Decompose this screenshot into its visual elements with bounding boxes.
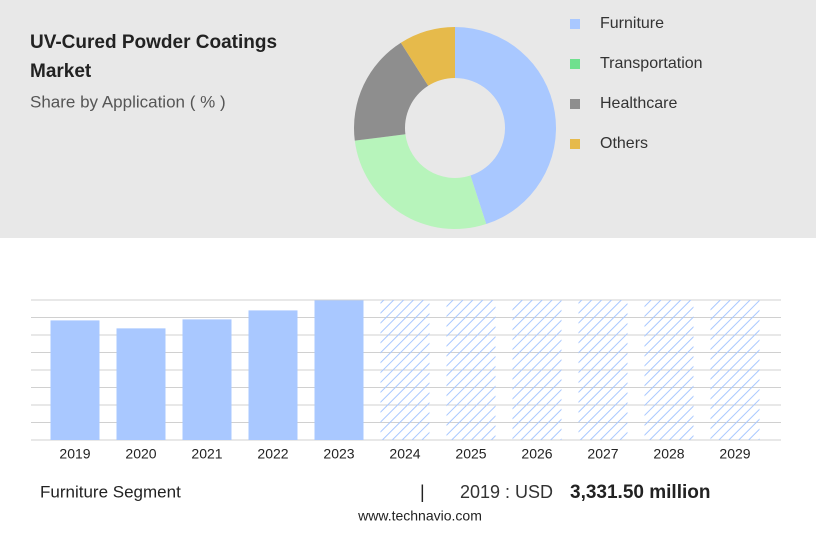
x-tick-label: 2022 (257, 446, 288, 462)
forecast-placeholder (446, 300, 496, 440)
legend: Furniture Transportation Healthcare Others (570, 15, 703, 152)
forecast-placeholder (512, 300, 562, 440)
x-tick-label: 2029 (719, 446, 750, 462)
legend-swatch (570, 19, 580, 29)
legend-swatch (570, 99, 580, 109)
bar (182, 319, 232, 440)
footer-value: 3,331.50 million (570, 482, 710, 503)
chart-title: UV-Cured Powder Coatings Market (30, 32, 277, 82)
forecast-placeholder (710, 300, 760, 440)
chart-subtitle: Share by Application ( % ) (30, 92, 226, 111)
donut-slice (354, 42, 429, 141)
donut-slice (400, 27, 455, 86)
legend-label: Healthcare (600, 95, 677, 112)
x-tick-label: 2019 (59, 446, 90, 462)
footer-year: 2019 : USD (460, 482, 553, 502)
forecast-placeholder (578, 300, 628, 440)
legend-swatch (570, 139, 580, 149)
x-tick-label: 2025 (455, 446, 486, 462)
donut-slice (455, 27, 556, 225)
legend-swatch (570, 59, 580, 69)
x-tick-label: 2020 (125, 446, 156, 462)
legend-label: Furniture (600, 15, 664, 32)
legend-label: Transportation (600, 55, 703, 72)
forecast-placeholder (644, 300, 694, 440)
x-tick-label: 2028 (653, 446, 684, 462)
x-tick-label: 2027 (587, 446, 618, 462)
bar-chart: 2019 2020 2021 2022 2023 2024 2025 2026 2027 2028… (31, 299, 781, 462)
x-tick-label: 2026 (521, 446, 552, 462)
donut-slice (354, 134, 487, 230)
forecast-placeholder (380, 300, 430, 440)
bar (314, 300, 364, 440)
footer-separator: | (420, 482, 425, 502)
x-tick-label: 2023 (323, 446, 354, 462)
x-tick-label: 2024 (389, 446, 420, 462)
bar (50, 320, 100, 440)
footer-site: www.technavio.com (357, 508, 482, 524)
bar (248, 310, 298, 440)
donut-chart (354, 27, 556, 230)
x-tick-label: 2021 (191, 446, 222, 462)
legend-label: Others (600, 135, 648, 152)
footer-segment: Furniture Segment (40, 482, 181, 501)
bar (116, 328, 166, 440)
